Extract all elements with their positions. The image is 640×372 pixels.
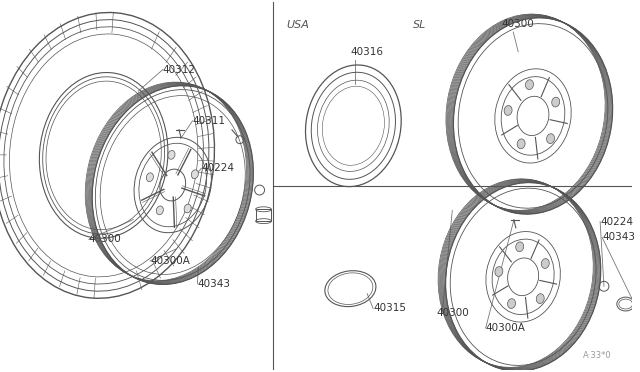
Text: 40224: 40224 bbox=[600, 217, 633, 227]
Ellipse shape bbox=[508, 299, 516, 308]
Text: 40224: 40224 bbox=[202, 163, 234, 173]
Ellipse shape bbox=[536, 294, 544, 304]
Ellipse shape bbox=[495, 267, 503, 276]
Ellipse shape bbox=[517, 139, 525, 149]
Ellipse shape bbox=[541, 259, 549, 269]
Bar bbox=[255, 209, 271, 221]
Text: 40315: 40315 bbox=[373, 304, 406, 313]
Ellipse shape bbox=[547, 134, 554, 144]
Ellipse shape bbox=[504, 106, 512, 115]
Text: 40343: 40343 bbox=[197, 279, 230, 289]
Text: 40300A: 40300A bbox=[150, 256, 190, 266]
Ellipse shape bbox=[147, 173, 154, 182]
Ellipse shape bbox=[525, 80, 534, 90]
Ellipse shape bbox=[516, 242, 524, 252]
Text: 40343: 40343 bbox=[602, 232, 635, 242]
Ellipse shape bbox=[191, 170, 198, 179]
Text: 40300: 40300 bbox=[89, 234, 122, 244]
Text: 40311: 40311 bbox=[193, 116, 225, 126]
Ellipse shape bbox=[184, 204, 191, 213]
Ellipse shape bbox=[156, 206, 163, 215]
Ellipse shape bbox=[168, 150, 175, 159]
Text: 40316: 40316 bbox=[350, 47, 383, 57]
Ellipse shape bbox=[552, 97, 560, 107]
Text: 40300A: 40300A bbox=[486, 323, 525, 333]
Text: SL: SL bbox=[413, 20, 426, 30]
Text: A·33*0: A·33*0 bbox=[583, 351, 612, 360]
Text: 40312: 40312 bbox=[163, 64, 196, 74]
Text: 40300: 40300 bbox=[436, 308, 469, 318]
Text: 40300: 40300 bbox=[501, 19, 534, 29]
Text: USA: USA bbox=[286, 20, 309, 30]
